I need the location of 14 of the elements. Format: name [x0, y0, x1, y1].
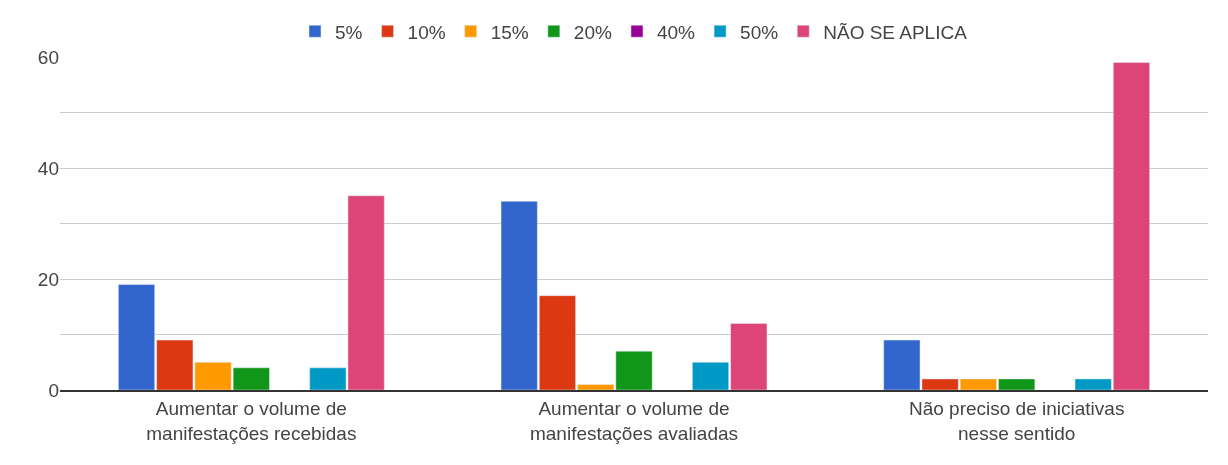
- legend-label: 5%: [335, 21, 363, 43]
- x-tick-label: Não preciso de iniciativas nesse sentido: [908, 397, 1125, 444]
- legend-label: 50%: [740, 21, 779, 43]
- legend-label: NÃO SE APLICA: [823, 21, 968, 43]
- y-tick-label: 20: [37, 268, 59, 290]
- legend-label: 20%: [573, 21, 612, 43]
- x-tick-label: Aumentar o volume de manifestações recebidas: [146, 397, 357, 444]
- legend-label: 10%: [407, 21, 446, 43]
- x-tick-label: Aumentar o volume de manifestações avaliadas: [529, 397, 739, 444]
- legend-label: 15%: [490, 21, 529, 43]
- y-tick-label: 0: [48, 379, 59, 401]
- legend-label: 40%: [656, 21, 696, 43]
- y-tick-label: 40: [37, 157, 59, 179]
- y-tick-label: 60: [37, 46, 59, 68]
